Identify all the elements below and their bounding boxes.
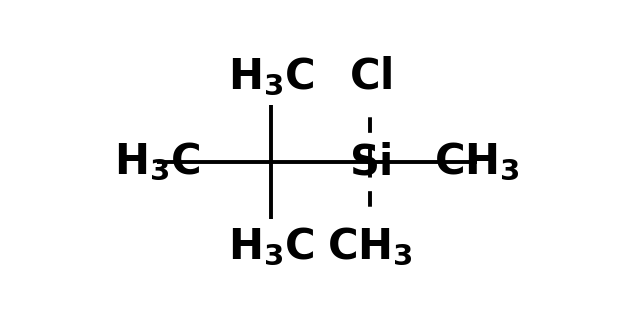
Text: $\mathdefault{CH_3}$: $\mathdefault{CH_3}$ xyxy=(434,141,520,183)
Text: $\mathdefault{H_3C}$: $\mathdefault{H_3C}$ xyxy=(228,226,314,268)
Text: $\mathdefault{H_3C}$: $\mathdefault{H_3C}$ xyxy=(228,56,314,98)
Text: $\mathdefault{Cl}$: $\mathdefault{Cl}$ xyxy=(349,56,392,98)
Text: $\mathdefault{Si}$: $\mathdefault{Si}$ xyxy=(349,141,392,183)
Text: $\mathdefault{CH_3}$: $\mathdefault{CH_3}$ xyxy=(327,226,413,268)
Text: $\mathdefault{H_3C}$: $\mathdefault{H_3C}$ xyxy=(113,141,200,183)
